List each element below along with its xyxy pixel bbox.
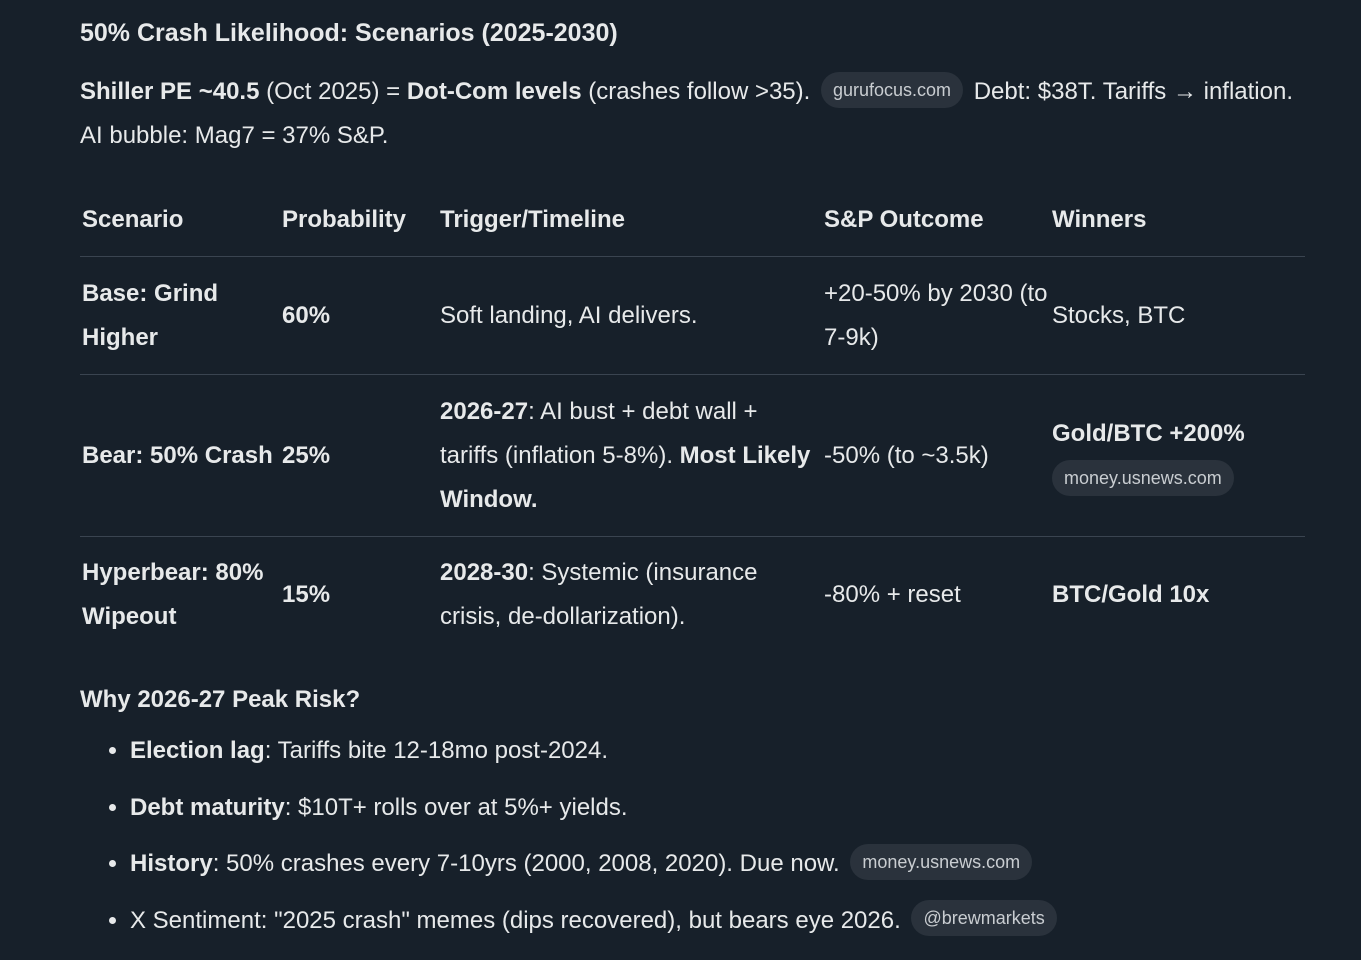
header-trigger: Trigger/Timeline [440,206,625,233]
cell-outcome: -50% (to ~3.5k) [824,441,989,469]
source-chip-brewmarkets[interactable]: @brewmarkets [911,900,1057,937]
trigger-text: : AI bust + debt wall + tariffs (inflati… [440,397,758,469]
cell-probability: 60% [282,301,331,329]
table-row: Bear: 50% Crash 25% 2026-27: AI bust + d… [80,375,1305,537]
cell-winners: BTC/Gold 10x [1052,581,1210,608]
list-item: History: 50% crashes every 7-10yrs (2000… [130,842,1310,886]
response-content: 50% Crash Likelihood: Scenarios (2025-20… [80,0,1310,955]
shiller-label: Shiller PE ~40.5 [80,78,260,105]
item-bold: History [130,850,213,878]
page-title: 50% Crash Likelihood: Scenarios (2025-20… [80,19,618,47]
cell-winners: Gold/BTC +200% money.usnews.com [1050,375,1305,537]
why-section-title: Why 2026-27 Peak Risk? [80,686,361,713]
source-chip-usnews[interactable]: money.usnews.com [850,843,1033,880]
trigger-bold: 2028-30 [440,559,529,586]
trigger-text: : Systemic (insurance crisis, de-dollari… [440,559,758,630]
cell-winners: Stocks, BTC [1052,301,1186,329]
item-bold: Debt maturity [130,793,285,821]
cell-probability: 25% [282,441,331,469]
cell-trigger: 2026-27: AI bust + debt wall + tariffs (… [438,375,822,537]
table-row: Base: Grind Higher 60% Soft landing, AI … [80,257,1305,375]
item-text: : 50% crashes every 7-10yrs (2000, 2008,… [212,850,840,878]
item-text: : Tariffs bite 12-18mo post-2024. [264,737,609,764]
table-header-row: Scenario Probability Trigger/Timeline S&… [80,184,1305,257]
table-row: Hyperbear: 80% Wipeout 15% 2028-30: Syst… [80,537,1305,654]
header-winners: Winners [1052,206,1147,233]
list-item: Debt maturity: $10T+ rolls over at 5%+ y… [130,786,1310,830]
header-probability: Probability [282,206,407,233]
header-scenario: Scenario [82,206,184,233]
cell-probability: 15% [282,581,331,608]
item-text: : $10T+ rolls over at 5%+ yields. [284,793,628,821]
intro-tail: Debt: $38T. Tariffs → inflation. AI bubb… [80,78,1293,149]
trigger-bold: 2026-27 [440,397,529,425]
header-outcome: S&P Outcome [824,206,984,233]
shiller-date: (Oct 2025) = [259,78,407,105]
cell-scenario: Base: Grind Higher [82,279,219,351]
intro-paragraph: Shiller PE ~40.5 (Oct 2025) = Dot-Com le… [80,70,1310,158]
source-chip-gurufocus[interactable]: gurufocus.com [820,71,964,108]
cell-scenario: Hyperbear: 80% Wipeout [82,559,264,630]
cell-trigger: Soft landing, AI delivers. [438,257,822,375]
cell-outcome: +20-50% by 2030 (to 7-9k) [824,279,1048,351]
item-text: X Sentiment: "2025 crash" memes (dips re… [130,906,901,934]
cell-trigger: 2028-30: Systemic (insurance crisis, de-… [438,537,822,654]
source-chip-usnews[interactable]: money.usnews.com [1052,460,1234,497]
trigger-text: Soft landing, AI delivers. [440,301,698,329]
list-item: Election lag: Tariffs bite 12-18mo post-… [130,729,1310,773]
dotcom-note: (crashes follow >35). [581,78,811,105]
dotcom-label: Dot-Com levels [406,78,582,105]
cell-outcome: -80% + reset [824,581,961,608]
item-bold: Election lag [130,737,265,764]
trigger-bold-tail: Most Likely Window. [440,441,811,513]
cell-scenario: Bear: 50% Crash [82,441,273,469]
why-list: Election lag: Tariffs bite 12-18mo post-… [80,729,1310,943]
list-item: X Sentiment: "2025 crash" memes (dips re… [130,899,1310,943]
winners-text: Gold/BTC +200% [1052,419,1245,447]
scenario-table: Scenario Probability Trigger/Timeline S&… [80,184,1305,653]
